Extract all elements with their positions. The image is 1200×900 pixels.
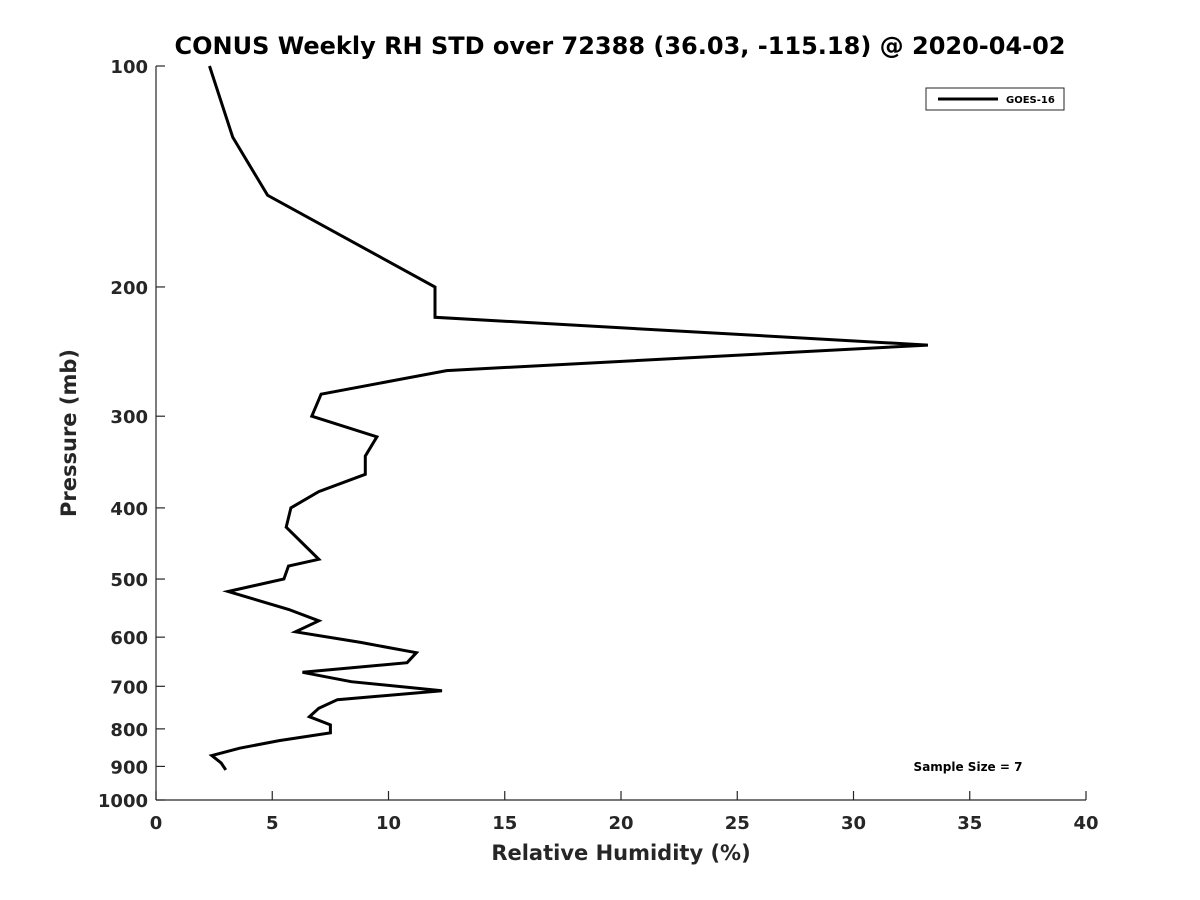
y-axis-label: Pressure (mb) — [57, 349, 81, 517]
x-tick-label: 15 — [492, 813, 517, 834]
x-axis-ticks: 0 5 10 15 20 25 30 35 40 — [150, 791, 1099, 834]
y-tick-label: 500 — [110, 570, 148, 591]
y-tick-label: 800 — [110, 720, 148, 741]
x-tick-label: 20 — [608, 813, 633, 834]
x-tick-label: 0 — [150, 813, 163, 834]
y-tick-label: 200 — [110, 278, 148, 299]
x-tick-label: 30 — [841, 813, 866, 834]
y-tick-label: 700 — [110, 677, 148, 698]
x-axis-label: Relative Humidity (%) — [491, 841, 750, 865]
legend: GOES-16 — [925, 87, 1065, 111]
chart-title: CONUS Weekly RH STD over 72388 (36.03, -… — [174, 32, 1065, 60]
x-tick-label: 5 — [266, 813, 279, 834]
sample-size-annotation: Sample Size = 7 — [914, 760, 1023, 774]
plot-area: 0 5 10 15 20 25 30 35 40 100 200 300 400 500 600 700 80… — [98, 57, 1099, 834]
y-axis-ticks: 100 200 300 400 500 600 700 800 900 1000 — [98, 57, 165, 812]
y-tick-label: 400 — [110, 499, 148, 520]
y-tick-label: 900 — [110, 757, 148, 778]
series-line-goes-16 — [208, 65, 928, 771]
legend-entry-goes-16: GOES-16 — [1006, 95, 1055, 106]
y-tick-label: 100 — [110, 57, 148, 78]
x-tick-label: 40 — [1073, 813, 1098, 834]
y-tick-label: 600 — [110, 628, 148, 649]
x-tick-label: 25 — [725, 813, 750, 834]
y-tick-label: 1000 — [98, 791, 148, 812]
y-tick-label: 300 — [110, 407, 148, 428]
x-tick-label: 10 — [376, 813, 401, 834]
x-tick-label: 35 — [957, 813, 982, 834]
